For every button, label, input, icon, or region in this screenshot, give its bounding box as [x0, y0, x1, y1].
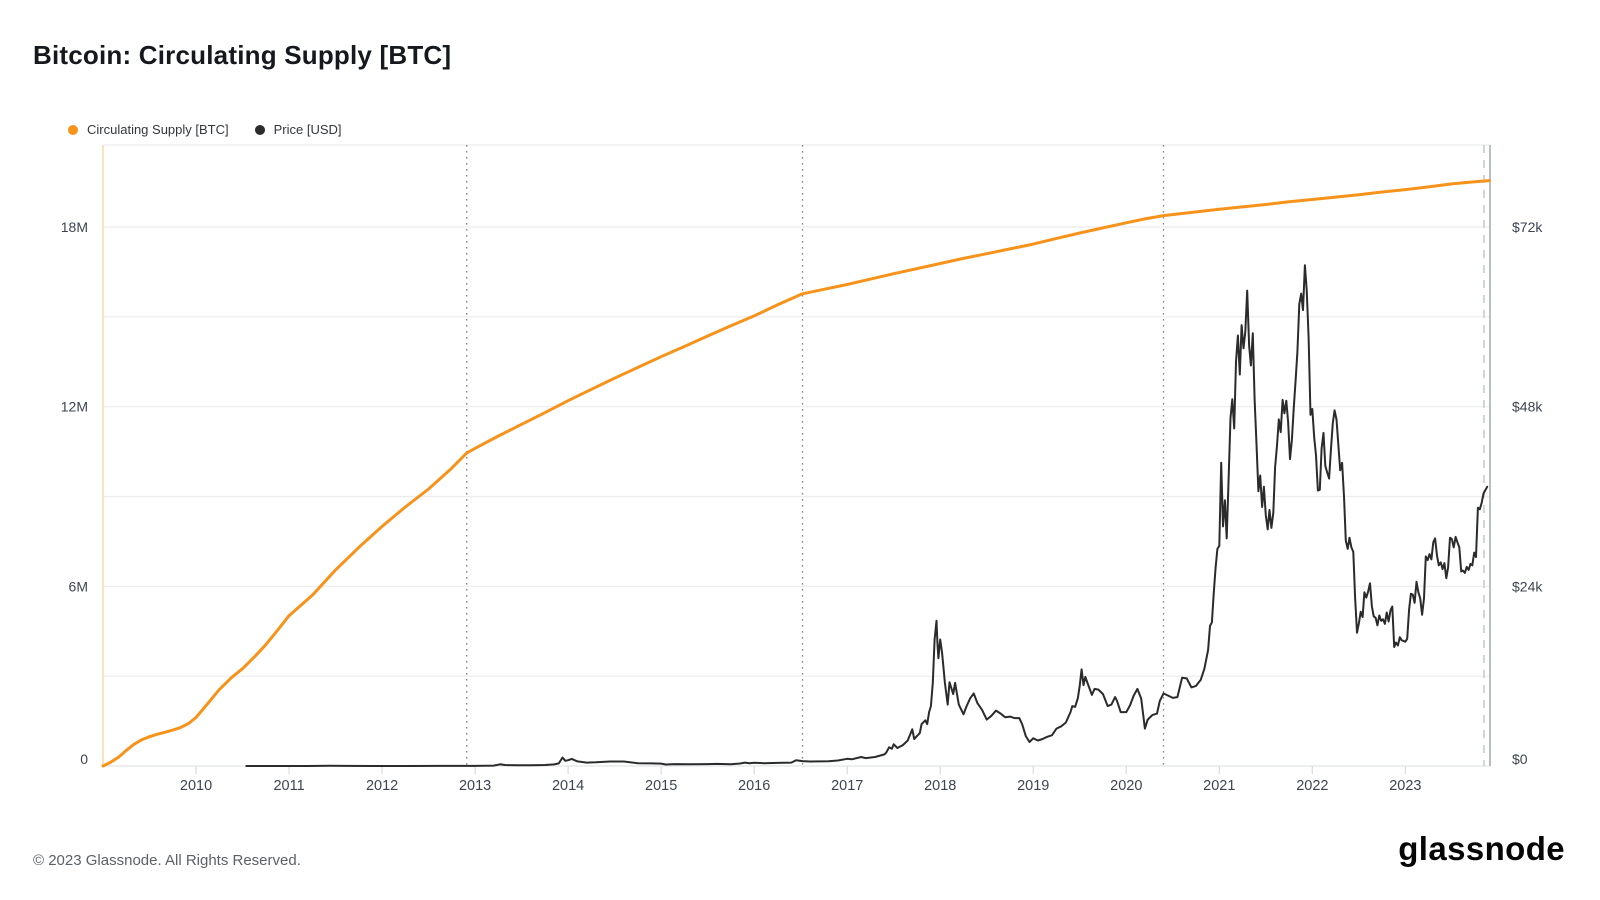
- legend-dot-supply-icon: [68, 124, 78, 135]
- y-axis-right-tick-label: $72k: [1512, 219, 1543, 235]
- y-axis-right-tick-label: $0: [1512, 751, 1528, 767]
- footer-copyright: © 2023 Glassnode. All Rights Reserved.: [33, 852, 301, 869]
- x-axis-tick-label: 2016: [738, 778, 770, 794]
- x-axis-tick-label: 2017: [831, 778, 863, 794]
- x-axis-tick-label: 2019: [1017, 778, 1049, 794]
- price-line-series: [245, 264, 1489, 767]
- x-axis-tick-label: 2020: [1110, 778, 1142, 794]
- y-axis-right-tick-label: $24k: [1512, 578, 1543, 594]
- supply-line-series: [101, 179, 1491, 768]
- legend-label-supply: Circulating Supply [BTC]: [87, 122, 229, 137]
- x-axis-tick-label: 2023: [1389, 778, 1421, 794]
- legend-label-price: Price [USD]: [273, 122, 342, 137]
- y-axis-right-tick-label: $48k: [1512, 399, 1543, 415]
- legend: Circulating Supply [BTC] Price [USD]: [68, 122, 342, 137]
- y-axis-left-tick-label: 0: [80, 751, 88, 767]
- chart-canvas[interactable]: 2010 2011 2012 2013 2014 2015 2016 2017 2018 2019…: [0, 0, 1600, 810]
- y-axis-left-tick-label: 18M: [61, 219, 88, 235]
- x-axis-tick-label: 2010: [180, 778, 212, 794]
- x-axis-tick-label: 2012: [366, 778, 398, 794]
- x-axis-tick-label: 2021: [1203, 778, 1235, 794]
- legend-dot-price-icon: [254, 124, 265, 135]
- legend-item-price[interactable]: Price [USD]: [254, 122, 342, 137]
- y-axis-left-tick-label: 6M: [69, 578, 88, 594]
- chart-plot-area[interactable]: 2010 2011 2012 2013 2014 2015 2016 2017 2018 2019…: [0, 0, 1600, 810]
- x-axis-tick-label: 2013: [459, 778, 491, 794]
- x-axis-tick-label: 2014: [552, 778, 584, 794]
- legend-item-circulating-supply[interactable]: Circulating Supply [BTC]: [68, 122, 229, 137]
- glassnode-logo: glassnode: [1398, 830, 1565, 867]
- x-axis-tick-label: 2018: [924, 778, 956, 794]
- chart-title: Bitcoin: Circulating Supply [BTC]: [33, 40, 452, 70]
- x-axis-tick-label: 2022: [1296, 778, 1328, 794]
- x-axis-tick-label: 2011: [273, 778, 304, 794]
- y-axis-left-tick-label: 12M: [61, 399, 88, 415]
- x-axis-tick-label: 2015: [645, 778, 677, 794]
